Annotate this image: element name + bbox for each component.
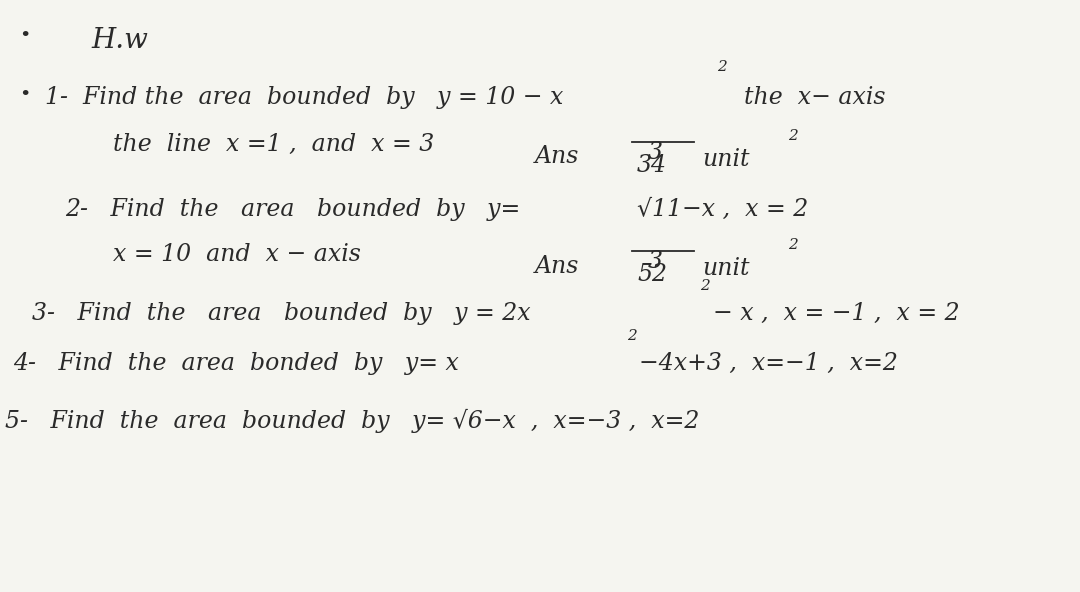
Text: 2-   Find  the   area   bounded  by   y=: 2- Find the area bounded by y=: [65, 198, 521, 221]
Text: unit: unit: [702, 148, 750, 171]
Text: 52: 52: [637, 263, 667, 286]
Text: x = 10  and  x − axis: x = 10 and x − axis: [113, 243, 362, 266]
Text: 1-  Find the  area  bounded  by   y = 10 − x: 1- Find the area bounded by y = 10 − x: [45, 86, 564, 109]
Text: the  x− axis: the x− axis: [729, 86, 886, 109]
Text: − x ,  x = −1 ,  x = 2: − x , x = −1 , x = 2: [713, 302, 959, 325]
Text: 2: 2: [788, 129, 798, 143]
Text: 3: 3: [648, 141, 663, 164]
Text: H.w: H.w: [92, 27, 149, 54]
Text: √11−x ,  x = 2: √11−x , x = 2: [637, 198, 809, 221]
Text: 2: 2: [717, 60, 727, 74]
Text: −4x+3 ,  x=−1 ,  x=2: −4x+3 , x=−1 , x=2: [639, 352, 899, 375]
Text: 3-   Find  the   area   bounded  by   y = 2x: 3- Find the area bounded by y = 2x: [32, 302, 531, 325]
Text: Ans: Ans: [535, 255, 579, 278]
Text: 34: 34: [637, 154, 667, 177]
Text: the  line  x =1 ,  and  x = 3: the line x =1 , and x = 3: [113, 133, 434, 156]
Text: unit: unit: [702, 257, 750, 280]
Text: Ans: Ans: [535, 145, 579, 168]
Text: •: •: [19, 86, 31, 104]
Text: •: •: [19, 27, 31, 44]
Text: 4-   Find  the  area  bonded  by   y= x: 4- Find the area bonded by y= x: [13, 352, 459, 375]
Text: 3: 3: [648, 250, 663, 273]
Text: 2: 2: [700, 279, 710, 293]
Text: 2: 2: [627, 329, 637, 343]
Text: 2: 2: [788, 238, 798, 252]
Text: 5-   Find  the  area  bounded  by   y= √6−x  ,  x=−3 ,  x=2: 5- Find the area bounded by y= √6−x , x=…: [5, 408, 700, 433]
